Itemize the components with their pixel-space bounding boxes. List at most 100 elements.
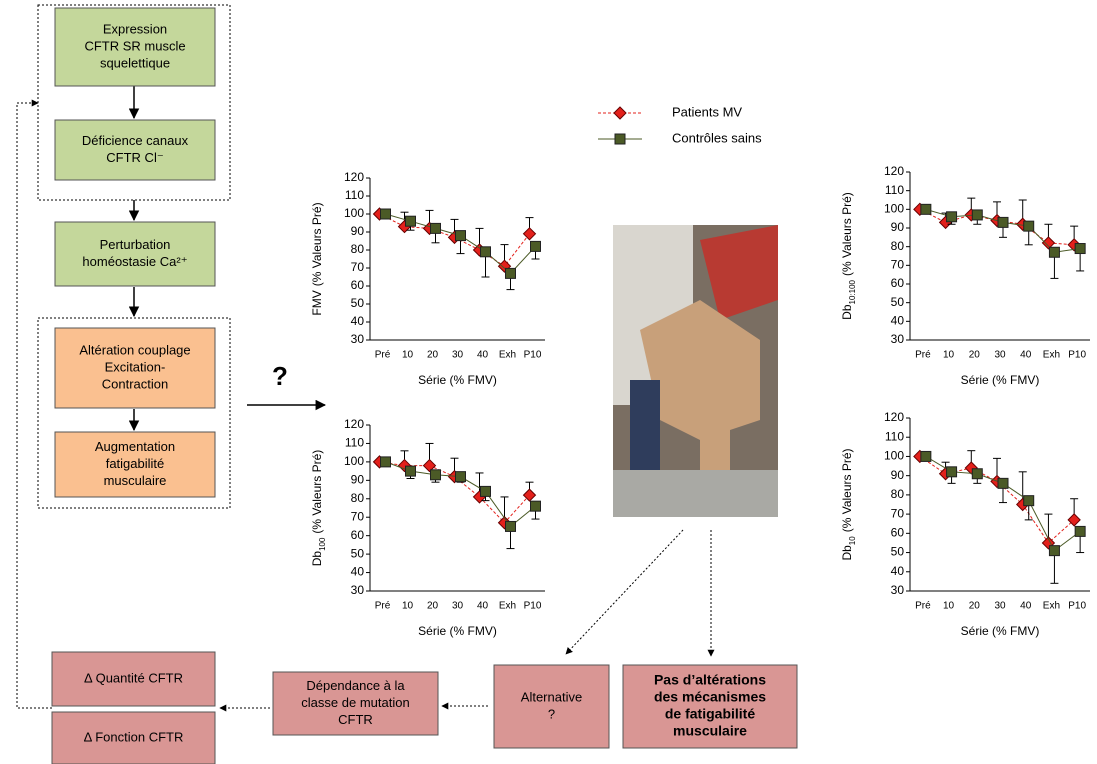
node-box bbox=[54, 221, 216, 287]
marker bbox=[1023, 495, 1035, 507]
marker bbox=[964, 461, 978, 475]
marker bbox=[613, 106, 627, 120]
node-label: Altération couplage bbox=[79, 342, 190, 357]
legend-label: Contrôles sains bbox=[672, 130, 762, 145]
y-tick-label: 60 bbox=[351, 278, 365, 292]
group-box bbox=[37, 317, 231, 509]
x-tick-label: 20 bbox=[427, 350, 439, 361]
y-axis-label-sub: 100 bbox=[318, 537, 327, 551]
y-tick-label: 100 bbox=[344, 206, 364, 220]
y-tick-label: 50 bbox=[351, 546, 365, 560]
node-label: musculaire bbox=[104, 473, 167, 488]
node-label: homéostasie Ca²⁺ bbox=[82, 254, 187, 269]
marker bbox=[971, 209, 983, 221]
node-label: Pas d’altérations bbox=[654, 672, 766, 688]
marker bbox=[971, 468, 983, 480]
marker bbox=[497, 516, 512, 530]
y-tick-label: 30 bbox=[891, 332, 905, 346]
marker bbox=[1041, 536, 1056, 550]
y-tick-label: 80 bbox=[891, 487, 905, 501]
y-axis-label-main: FMV bbox=[310, 290, 324, 315]
y-tick-label: 30 bbox=[891, 583, 905, 597]
y-axis-label-rest: (% Valeurs Pré) bbox=[840, 192, 854, 276]
x-axis-label: Série (% FMV) bbox=[961, 624, 1040, 638]
marker bbox=[530, 240, 541, 252]
y-tick-label: 30 bbox=[351, 583, 365, 597]
x-tick-label: 30 bbox=[994, 601, 1006, 612]
node-box bbox=[272, 671, 439, 736]
y-tick-label: 70 bbox=[351, 260, 365, 274]
node-label: Perturbation bbox=[100, 237, 171, 252]
marker bbox=[1067, 513, 1081, 527]
node-label: classe de mutation bbox=[301, 695, 409, 710]
y-tick-label: 90 bbox=[351, 473, 365, 487]
y-axis-label: Db10:100 (% Valeurs Pré) bbox=[840, 192, 856, 320]
x-tick-label: 10 bbox=[943, 350, 955, 361]
chart: 30 40 50 60 70 80 90 100 110 120 Pré 10 20 30 40 Exh P10… bbox=[310, 170, 545, 387]
marker bbox=[997, 477, 1009, 489]
marker bbox=[405, 465, 416, 477]
x-tick-label: 20 bbox=[427, 601, 439, 612]
marker bbox=[530, 500, 541, 512]
marker bbox=[946, 466, 958, 478]
node-label: musculaire bbox=[673, 723, 747, 739]
y-tick-label: 40 bbox=[351, 565, 365, 579]
x-tick-label: 40 bbox=[1020, 350, 1032, 361]
x-tick-label: Exh bbox=[499, 601, 516, 612]
y-tick-label: 90 bbox=[891, 468, 905, 482]
y-tick-label: 70 bbox=[891, 258, 905, 272]
marker bbox=[1074, 525, 1086, 537]
node-label: de fatigabilité bbox=[665, 706, 755, 722]
node-box bbox=[622, 664, 798, 749]
y-tick-label: 110 bbox=[885, 429, 904, 443]
x-tick-label: 20 bbox=[969, 601, 981, 612]
y-tick-label: 60 bbox=[351, 528, 365, 542]
x-tick-label: Pré bbox=[915, 601, 931, 612]
node-label: Excitation- bbox=[105, 359, 166, 374]
marker bbox=[1048, 545, 1060, 557]
node-label: fatigabilité bbox=[106, 456, 165, 471]
chart: 30 40 50 60 70 80 90 100 110 120 Pré 10 20 30 40 Exh P10… bbox=[310, 417, 545, 638]
node-label: Δ Fonction CFTR bbox=[84, 729, 184, 744]
y-tick-label: 100 bbox=[884, 449, 904, 463]
marker bbox=[920, 450, 932, 462]
node-label: Alternative bbox=[521, 689, 582, 704]
node-label: des mécanismes bbox=[654, 689, 766, 705]
x-tick-label: 10 bbox=[943, 601, 955, 612]
marker bbox=[480, 246, 491, 258]
marker bbox=[480, 485, 491, 497]
y-axis-label-sub: 10 bbox=[848, 536, 857, 545]
x-tick-label: 40 bbox=[1020, 601, 1032, 612]
chart: 30 40 50 60 70 80 90 100 110 120 Pré 10 20 30 40 Exh P10… bbox=[840, 164, 1090, 387]
y-axis-label: Db10 (% Valeurs Pré) bbox=[840, 448, 856, 560]
x-tick-label: P10 bbox=[524, 601, 542, 612]
y-tick-label: 100 bbox=[344, 454, 364, 468]
y-tick-label: 30 bbox=[351, 332, 365, 346]
x-tick-label: 30 bbox=[452, 350, 464, 361]
arrow bbox=[565, 529, 684, 655]
photo bbox=[613, 225, 778, 517]
marker bbox=[997, 216, 1009, 228]
marker bbox=[614, 133, 626, 145]
x-tick-label: Pré bbox=[915, 350, 931, 361]
marker bbox=[430, 469, 441, 481]
y-tick-label: 120 bbox=[884, 164, 904, 178]
x-axis-label: Série (% FMV) bbox=[418, 624, 497, 638]
y-axis-label-rest: (% Valeurs Pré) bbox=[840, 448, 854, 532]
node-box bbox=[51, 711, 216, 764]
y-axis-label-main: Db bbox=[310, 551, 324, 567]
y-tick-label: 110 bbox=[345, 436, 364, 450]
x-tick-label: Exh bbox=[1043, 601, 1060, 612]
marker bbox=[455, 471, 466, 483]
y-tick-label: 80 bbox=[351, 491, 365, 505]
x-axis-label: Série (% FMV) bbox=[961, 373, 1040, 387]
node-label: Contraction bbox=[102, 376, 168, 391]
x-tick-label: Exh bbox=[499, 350, 516, 361]
y-tick-label: 110 bbox=[345, 188, 364, 202]
node-label: Expression bbox=[103, 21, 167, 36]
node-label: squelettique bbox=[100, 55, 170, 70]
y-tick-label: 120 bbox=[884, 410, 904, 424]
node-label: CFTR Cl⁻ bbox=[106, 150, 163, 165]
